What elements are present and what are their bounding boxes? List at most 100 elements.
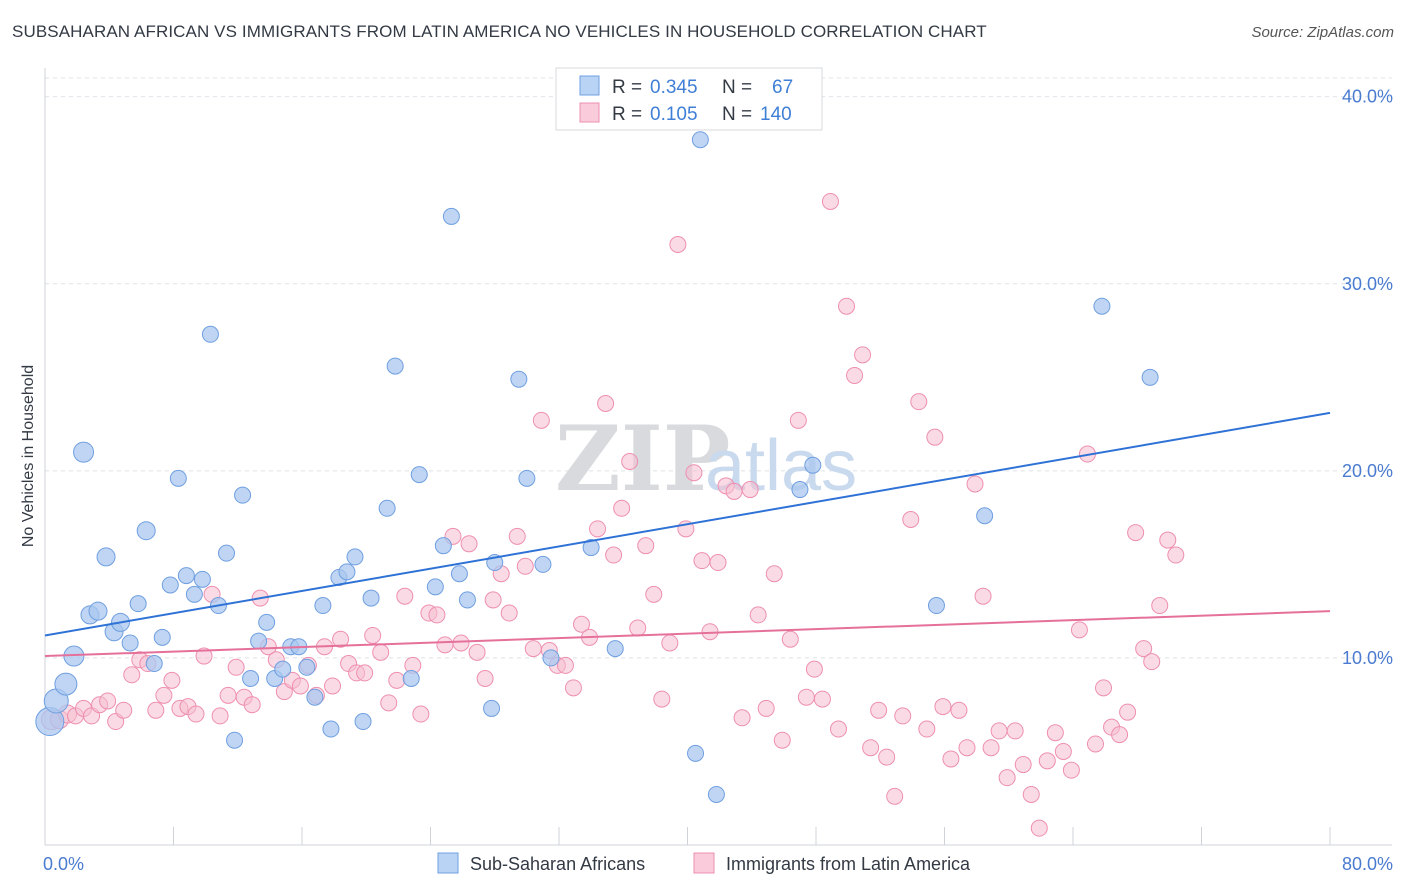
latin-america-point-118 <box>990 722 1008 740</box>
legend-n-value-2: 140 <box>760 104 792 125</box>
bottom-legend-label-latin-america: Immigrants from Latin America <box>726 854 971 874</box>
subsaharan-point-44 <box>410 466 428 484</box>
latin-america-point-36 <box>332 630 350 648</box>
latin-america-point-104 <box>878 748 896 766</box>
latin-america-point-112 <box>942 750 960 768</box>
latin-america-point-102 <box>862 739 880 757</box>
latin-america-point-83 <box>709 554 727 572</box>
trendlines <box>44 411 1331 658</box>
latin-america-point-135 <box>1127 524 1145 542</box>
latin-america-point-121 <box>1014 756 1032 774</box>
subsaharan-point-10 <box>121 634 139 652</box>
latin-america-point-31 <box>291 677 309 695</box>
latin-america-point-19 <box>195 647 213 665</box>
latin-america-point-111 <box>934 698 952 716</box>
latin-america-point-86 <box>733 709 751 727</box>
subsaharan-point-66 <box>1141 368 1159 386</box>
x-tick-label-min: 0.0% <box>43 854 84 874</box>
latin-america-point-115 <box>966 475 984 493</box>
legend-r-label-2: R = <box>612 104 642 125</box>
latin-america-point-117 <box>982 739 1000 757</box>
legend-n-label-1: N = <box>722 77 752 98</box>
series-latin-america-points <box>40 192 1185 837</box>
latin-america-point-51 <box>452 634 470 652</box>
subsaharan-point-20 <box>201 325 219 343</box>
latin-america-point-97 <box>821 192 839 210</box>
latin-america-point-101 <box>854 346 872 364</box>
trendline-subsaharan <box>44 411 1331 637</box>
subsaharan-point-17 <box>177 567 195 585</box>
latin-america-point-43 <box>388 671 406 689</box>
latin-america-point-14 <box>155 686 173 704</box>
subsaharan-point-59 <box>691 131 709 149</box>
subsaharan-point-22 <box>218 544 236 562</box>
latin-america-point-70 <box>605 546 623 564</box>
y-tick-label-40: 40.0% <box>1342 87 1393 107</box>
legend-n-label-2: N = <box>722 104 752 125</box>
subsaharan-point-18 <box>185 585 203 603</box>
latin-america-point-23 <box>227 658 245 676</box>
trendline-latin-america <box>44 610 1331 658</box>
latin-america-point-109 <box>918 720 936 738</box>
latin-america-point-44 <box>396 587 414 605</box>
subsaharan-point-23 <box>226 731 244 749</box>
subsaharan-point-53 <box>518 469 536 487</box>
subsaharan-point-15 <box>161 576 179 594</box>
latin-america-point-120 <box>1006 722 1024 740</box>
latin-america-point-95 <box>805 660 823 678</box>
latin-america-point-73 <box>629 619 647 637</box>
subsaharan-point-50 <box>483 699 501 717</box>
latin-america-point-99 <box>838 297 856 315</box>
subsaharan-point-29 <box>274 660 292 678</box>
latin-america-point-89 <box>757 699 775 717</box>
subsaharan-point-56 <box>582 539 600 557</box>
latin-america-point-39 <box>356 664 374 682</box>
subsaharan-point-40 <box>362 589 380 607</box>
latin-america-point-15 <box>163 671 181 689</box>
x-tick-labels: 0.0% 80.0% <box>43 854 1393 874</box>
subsaharan-point-48 <box>450 565 468 583</box>
latin-america-point-81 <box>693 552 711 570</box>
latin-america-point-103 <box>870 701 888 719</box>
latin-america-point-131 <box>1095 679 1113 697</box>
latin-america-point-140 <box>1167 546 1185 564</box>
legend-swatch-subsaharan <box>579 75 600 96</box>
y-tick-labels: 10.0% 20.0% 30.0% 40.0% <box>1342 87 1393 668</box>
legend-box <box>555 67 823 131</box>
subsaharan-point-46 <box>434 537 452 555</box>
subsaharan-point-58 <box>687 744 705 762</box>
latin-america-point-96 <box>813 690 831 708</box>
latin-america-point-123 <box>1030 819 1048 837</box>
watermark: ZIP atlas <box>555 406 857 512</box>
subsaharan-point-38 <box>346 548 364 566</box>
latin-america-point-87 <box>741 481 759 499</box>
latin-america-point-46 <box>412 705 430 723</box>
latin-america-point-126 <box>1054 742 1072 760</box>
latin-america-point-74 <box>637 537 655 555</box>
latin-america-point-68 <box>589 520 607 538</box>
series-legend: Sub-Saharan Africans Immigrants from Lat… <box>437 852 971 874</box>
legend-swatch-latin-america <box>579 102 600 123</box>
latin-america-point-85 <box>725 482 743 500</box>
subsaharan-point-7 <box>96 547 116 567</box>
legend-r-value-1: 0.345 <box>650 77 698 98</box>
subsaharan-point-39 <box>354 713 372 731</box>
latin-america-point-52 <box>460 535 478 553</box>
subsaharan-point-24 <box>234 486 252 504</box>
latin-america-point-77 <box>661 634 679 652</box>
latin-america-point-69 <box>597 395 615 413</box>
source-label: Source: ZipAtlas.com <box>1251 24 1394 41</box>
latin-america-point-125 <box>1046 724 1064 742</box>
subsaharan-point-65 <box>1093 297 1111 315</box>
latin-america-point-7 <box>99 692 117 710</box>
x-tick-label-max: 80.0% <box>1342 854 1393 874</box>
latin-america-point-88 <box>749 606 767 624</box>
latin-america-point-41 <box>372 643 390 661</box>
latin-america-point-92 <box>781 630 799 648</box>
subsaharan-point-41 <box>378 499 396 517</box>
subsaharan-point-64 <box>976 507 994 525</box>
latin-america-point-130 <box>1086 735 1104 753</box>
subsaharan-point-2 <box>54 672 78 696</box>
subsaharan-point-49 <box>458 591 476 609</box>
subsaharan-point-6 <box>88 601 108 621</box>
